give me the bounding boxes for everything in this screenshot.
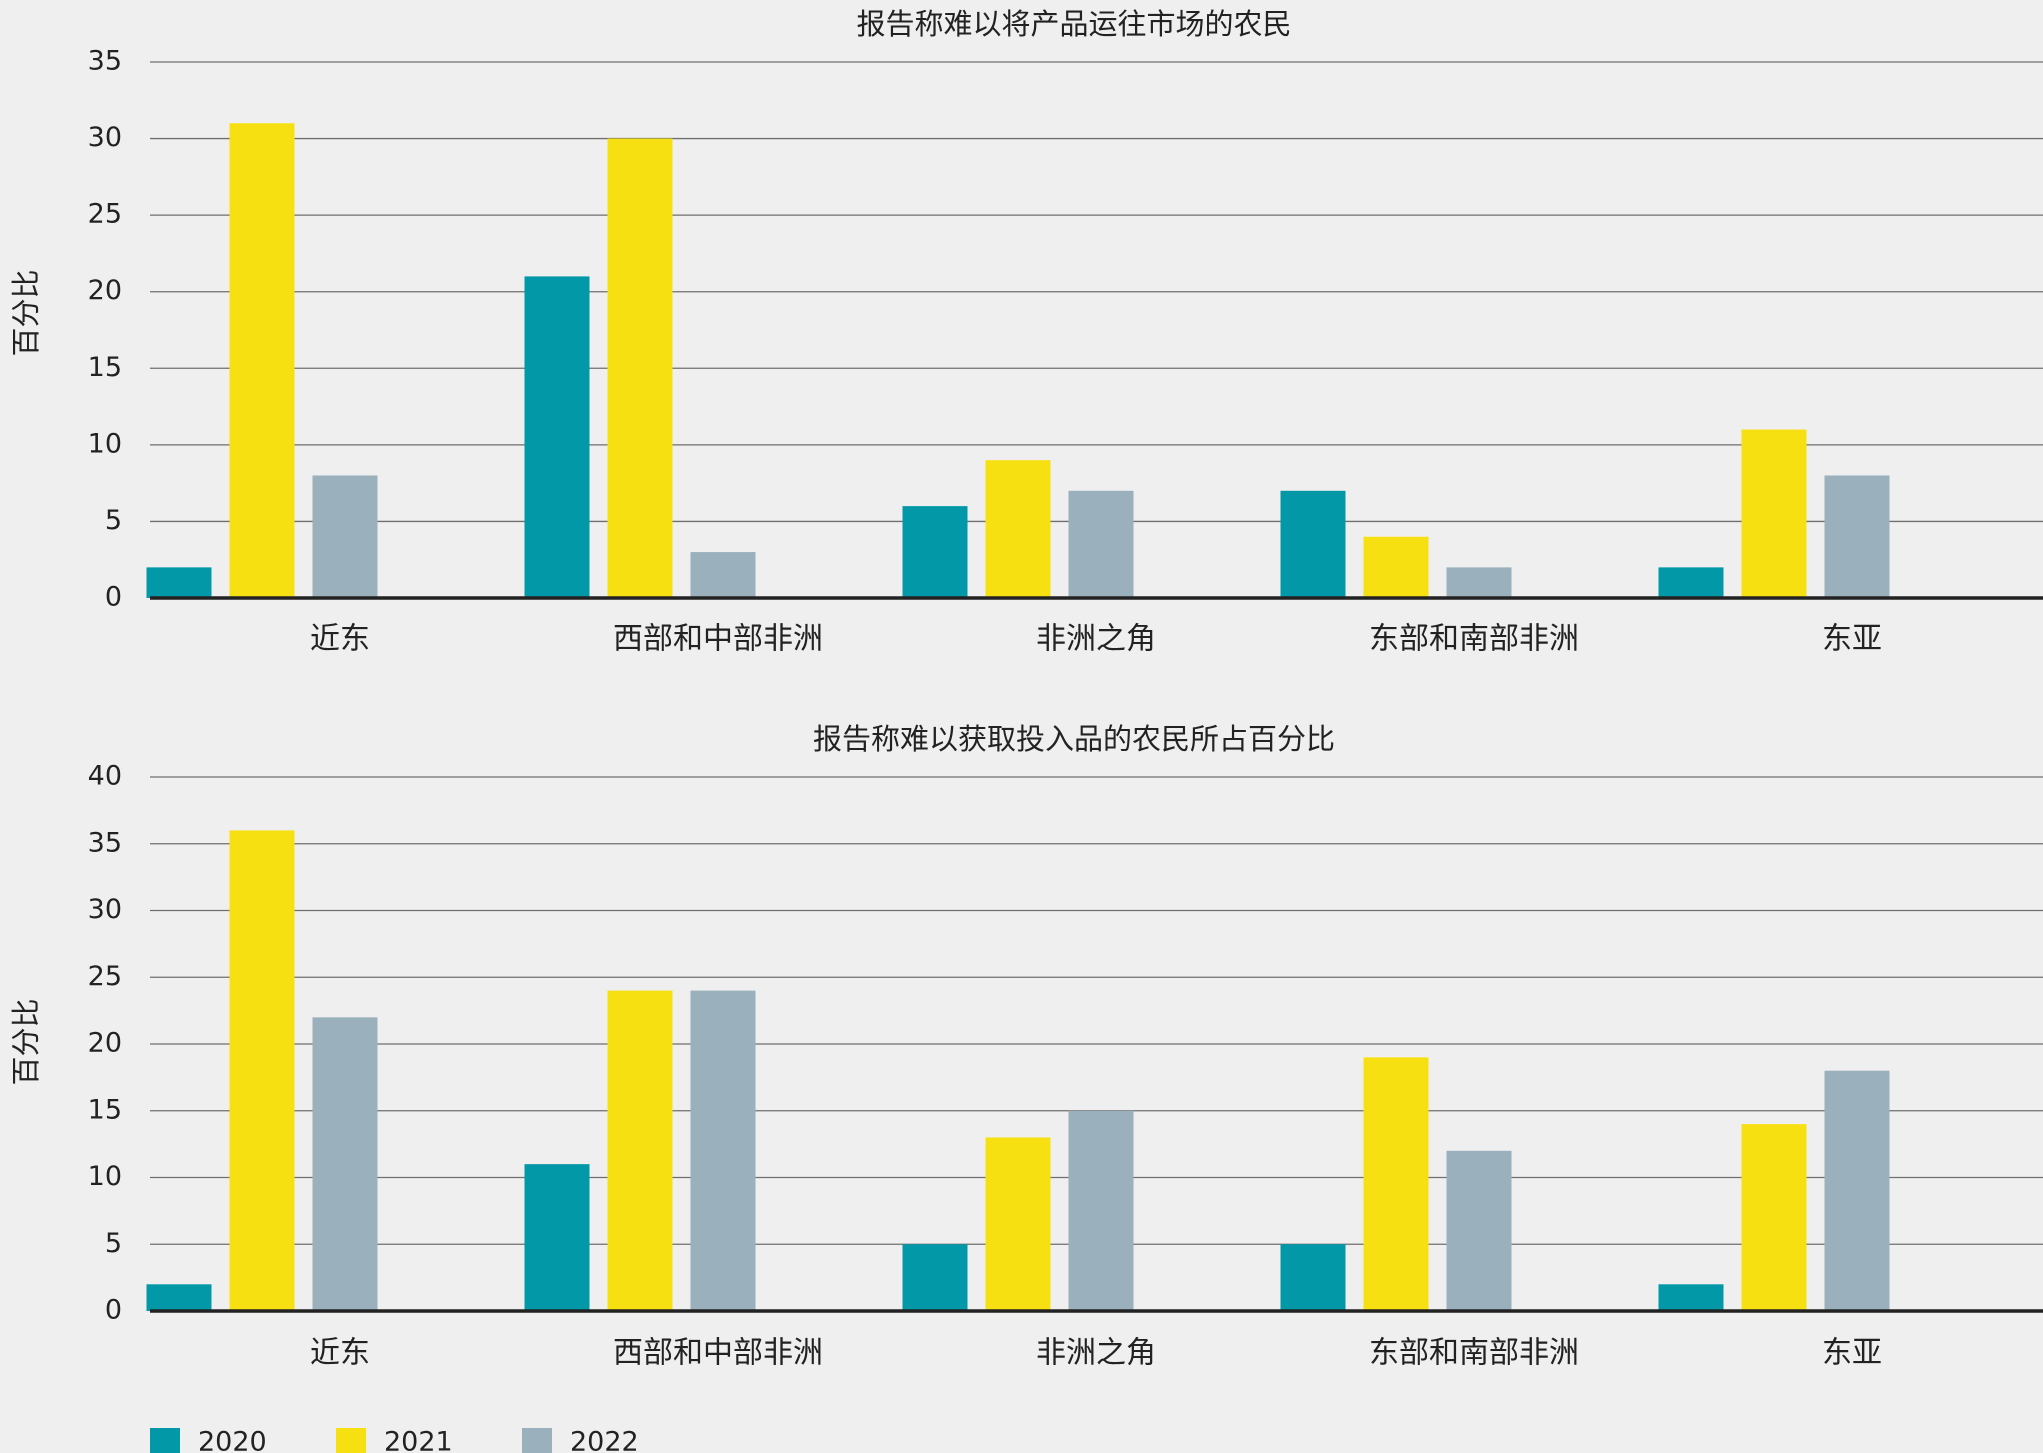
legend-swatch-2021	[336, 1428, 366, 1453]
y-tick-label: 15	[88, 352, 122, 383]
category-label: 东部和南部非洲	[1369, 1336, 1579, 1371]
y-tick-label: 35	[88, 46, 122, 77]
y-tick-label: 30	[88, 894, 122, 925]
bar-2020-4	[1658, 1284, 1724, 1311]
bar-2022-1	[690, 990, 756, 1311]
category-label: 东亚	[1822, 622, 1882, 657]
y-tick-label: 30	[88, 122, 122, 153]
bar-2022-0	[312, 475, 378, 598]
bar-2021-3	[1363, 536, 1429, 598]
y-tick-label: 25	[88, 199, 122, 230]
bar-2021-2	[985, 1137, 1051, 1311]
y-tick-label: 10	[88, 1161, 122, 1192]
bar-2020-2	[902, 1244, 968, 1311]
y-tick-label: 5	[105, 505, 122, 536]
bar-2020-3	[1280, 1244, 1346, 1311]
category-label: 近东	[310, 1336, 370, 1371]
y-tick-label: 20	[88, 275, 122, 306]
chart-title: 报告称难以获取投入品的农民所占百分比	[813, 722, 1335, 756]
y-tick-label: 5	[105, 1228, 122, 1259]
bar-2021-4	[1741, 1124, 1807, 1311]
legend-label-2022: 2022	[570, 1427, 639, 1453]
chart-title: 报告称难以将产品运往市场的农民	[856, 7, 1291, 41]
bar-2022-1	[690, 552, 756, 598]
y-tick-label: 25	[88, 961, 122, 992]
category-label: 近东	[310, 622, 370, 657]
bar-2021-0	[229, 123, 295, 598]
bar-2020-2	[902, 506, 968, 598]
category-label: 东部和南部非洲	[1369, 622, 1579, 657]
legend-label-2020: 2020	[198, 1427, 267, 1453]
y-tick-label: 15	[88, 1094, 122, 1125]
y-axis-label: 百分比	[9, 269, 43, 356]
bar-2022-0	[312, 1017, 378, 1311]
y-tick-label: 10	[88, 428, 122, 459]
bar-2020-3	[1280, 490, 1346, 598]
bar-2020-1	[524, 1164, 590, 1311]
y-tick-label: 0	[105, 1295, 122, 1326]
bar-2020-0	[146, 567, 212, 598]
bar-2021-3	[1363, 1057, 1429, 1311]
bar-2020-1	[524, 276, 590, 598]
legend-swatch-2020	[150, 1428, 180, 1453]
y-tick-label: 0	[105, 582, 122, 613]
bar-2021-4	[1741, 429, 1807, 598]
y-tick-label: 40	[88, 761, 122, 792]
bar-2020-0	[146, 1284, 212, 1311]
bar-2021-1	[607, 138, 673, 599]
bar-2021-0	[229, 830, 295, 1311]
category-label: 东亚	[1822, 1336, 1882, 1371]
bar-2022-3	[1446, 1150, 1512, 1311]
category-label: 西部和中部非洲	[613, 1336, 823, 1371]
y-tick-label: 20	[88, 1028, 122, 1059]
bar-2022-3	[1446, 567, 1512, 598]
y-tick-label: 35	[88, 827, 122, 858]
bar-2020-4	[1658, 567, 1724, 598]
category-label: 西部和中部非洲	[613, 622, 823, 657]
bar-2022-2	[1068, 490, 1134, 598]
legend-swatch-2022	[522, 1428, 552, 1453]
category-label: 非洲之角	[1036, 622, 1156, 657]
bar-2021-1	[607, 990, 673, 1311]
bar-2022-2	[1068, 1110, 1134, 1311]
bar-2022-4	[1824, 475, 1890, 598]
legend: 2020 2021 2022	[150, 1427, 639, 1453]
category-label: 非洲之角	[1036, 1336, 1156, 1371]
y-axis-label: 百分比	[9, 998, 43, 1085]
bar-2021-2	[985, 460, 1051, 598]
bar-2022-4	[1824, 1070, 1890, 1311]
legend-label-2021: 2021	[384, 1427, 453, 1453]
